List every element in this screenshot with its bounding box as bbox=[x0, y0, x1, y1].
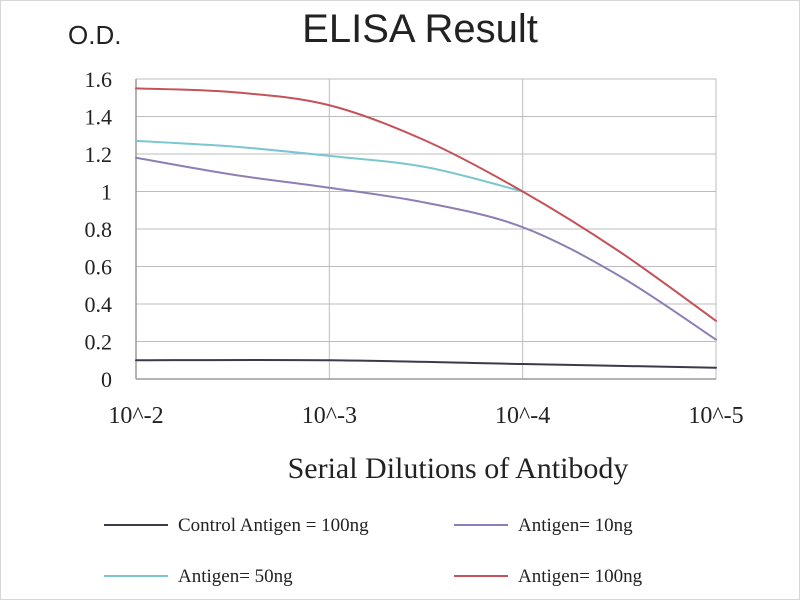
legend-entry: Control Antigen = 100ng bbox=[104, 515, 369, 536]
series-line-1 bbox=[135, 358, 717, 369]
x-tick-label: 10^-4 bbox=[495, 403, 550, 429]
y-tick-label: 0 bbox=[101, 367, 112, 392]
y-tick-label: 1.6 bbox=[85, 67, 113, 92]
series-lines bbox=[135, 87, 717, 369]
y-tick-label: 1 bbox=[101, 180, 112, 205]
legend-entry: Antigen= 100ng bbox=[454, 566, 643, 587]
y-tick-label: 0.6 bbox=[85, 255, 113, 280]
y-tick-labels: 0 0.2 0.4 0.6 0.8 1 1.2 1.4 1.6 bbox=[85, 67, 113, 392]
legend-label: Antigen= 50ng bbox=[178, 566, 293, 587]
y-tick-label: 0.8 bbox=[85, 217, 113, 242]
y-tick-label: 1.2 bbox=[85, 142, 113, 167]
series-line-2 bbox=[135, 156, 717, 341]
x-axis-label: Serial Dilutions of Antibody bbox=[288, 452, 629, 485]
y-tick-label: 0.4 bbox=[85, 292, 113, 317]
x-tick-label: 10^-3 bbox=[302, 403, 357, 429]
x-tick-labels: 10^-2 10^-3 10^-4 10^-5 bbox=[108, 403, 743, 429]
x-tick-label: 10^-2 bbox=[108, 403, 163, 429]
series-line-4 bbox=[135, 87, 717, 322]
chart-title: ELISA Result bbox=[302, 7, 538, 51]
legend-label: Antigen= 10ng bbox=[518, 515, 633, 536]
legend-label: Control Antigen = 100ng bbox=[178, 515, 369, 536]
grid bbox=[135, 78, 717, 380]
legend-entry: Antigen= 10ng bbox=[454, 515, 633, 536]
series-line-3 bbox=[135, 139, 524, 193]
y-tick-label: 1.4 bbox=[85, 105, 113, 130]
legend-entry: Antigen= 50ng bbox=[104, 566, 293, 587]
x-tick-label: 10^-5 bbox=[688, 403, 743, 429]
y-tick-label: 0.2 bbox=[85, 330, 113, 355]
legend-label: Antigen= 100ng bbox=[518, 566, 643, 587]
legend: Control Antigen = 100ng Antigen= 10ng Anti… bbox=[104, 515, 643, 587]
y-axis-label: O.D. bbox=[68, 20, 121, 50]
axes bbox=[135, 79, 716, 380]
